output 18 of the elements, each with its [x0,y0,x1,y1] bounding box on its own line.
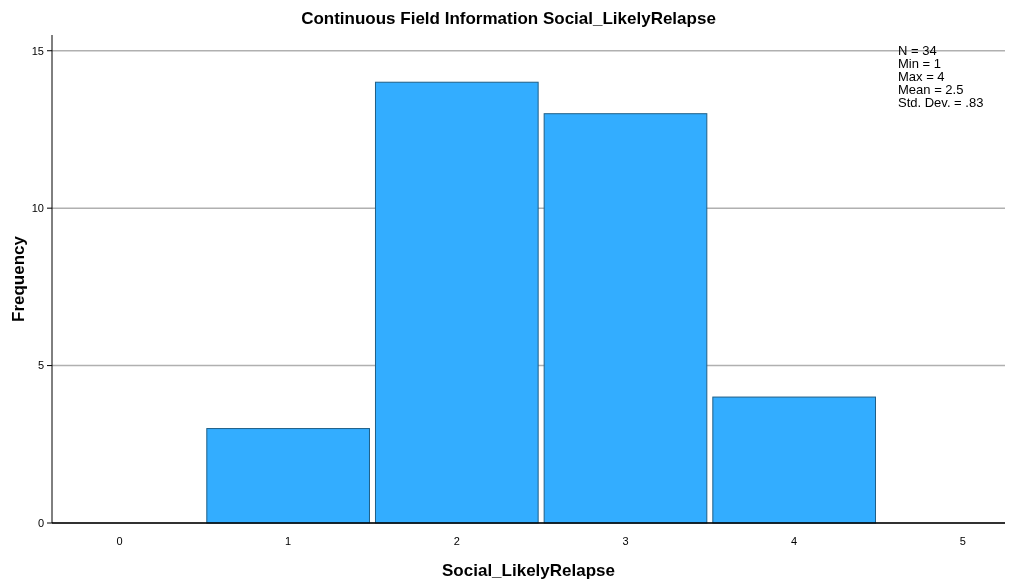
y-axis-title: Frequency [9,235,28,322]
annotation: Max = 4 [898,69,945,84]
annotation: Mean = 2.5 [898,82,964,97]
y-tick-label: 5 [37,359,44,372]
x-tick-label: 5 [959,535,966,547]
annotation: Std. Dev. = .83 [898,95,984,110]
x-tick-label: 0 [116,535,123,547]
y-tick-label: 15 [31,44,44,57]
x-tick-label: 1 [285,535,292,547]
annotation: N = 34 [898,43,937,58]
x-tick-label: 2 [453,535,460,547]
x-tick-label: 3 [622,535,629,547]
x-tick-label: 4 [791,535,798,547]
x-axis-title: Social_LikelyRelapse [442,561,615,580]
chart-title: Continuous Field Information Social_LikelyRelapse [301,9,716,28]
annotation: Min = 1 [898,56,941,71]
y-tick-label: 10 [31,202,44,215]
y-tick-label: 0 [37,516,44,529]
